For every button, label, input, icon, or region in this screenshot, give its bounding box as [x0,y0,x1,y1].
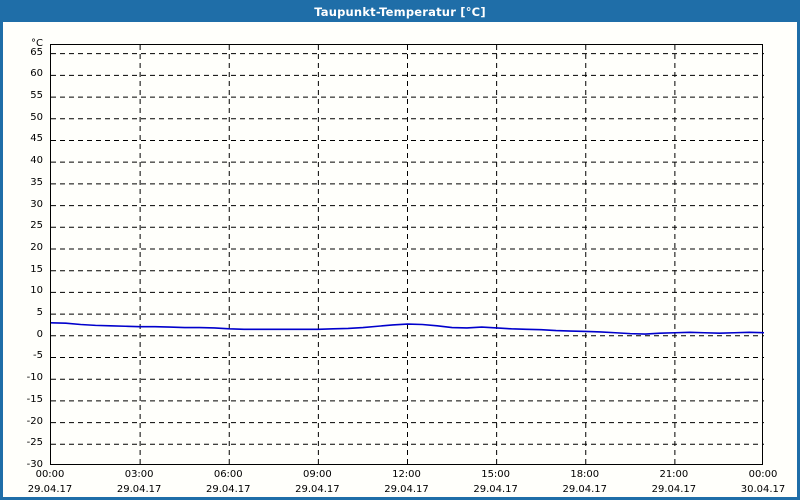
y-axis-unit-label: °C [31,38,43,49]
x-tick-date: 29.04.17 [651,484,697,495]
y-tick-label: 25 [30,220,43,232]
y-tick-label: 55 [30,90,43,102]
x-tick-time: 18:00 [570,469,600,480]
x-tick-time: 00:00 [35,469,65,480]
x-tick-time: 12:00 [392,469,421,480]
y-tick-label: 60 [30,68,43,80]
x-tick-time: 21:00 [659,469,689,480]
y-tick-label: 45 [30,133,43,145]
y-tick-label: 50 [30,111,43,123]
x-tick-date: 29.04.17 [116,484,162,495]
x-tick-date: 29.04.17 [384,484,429,495]
plot-region [50,44,764,466]
y-tick-label: -15 [26,393,43,405]
x-tick-date: 29.04.17 [27,484,73,495]
x-tick-time: 00:00 [748,469,778,480]
x-tick-date: 29.04.17 [205,484,251,495]
y-tick-label: -25 [26,437,43,449]
y-tick-label: 0 [36,328,43,340]
x-tick-time: 03:00 [124,469,154,480]
y-tick-label: 35 [30,176,43,188]
y-tick-label: 40 [30,155,43,167]
page-title: Taupunkt-Temperatur [°C] [314,5,486,19]
y-tick-label: -5 [33,350,43,362]
y-tick-label: 10 [30,285,43,297]
window-title-bar: Taupunkt-Temperatur [°C] [3,3,797,22]
data-series-line [51,321,764,335]
y-tick-label: -30 [26,459,43,470]
x-tick-time: 15:00 [481,469,511,480]
y-tick-label: -10 [26,372,43,384]
y-tick-label: 30 [30,198,43,210]
horizontal-gridlines [51,53,764,445]
y-tick-label: 5 [36,307,43,319]
x-tick-time: 09:00 [302,469,332,480]
y-tick-label: 15 [30,263,43,275]
x-tick-date: 29.04.17 [473,484,518,495]
chart-area: °C 65 60 55 50 45 40 35 30 25 20 15 10 5 0 -5 -10 -15 -20… [3,22,797,497]
plot-svg [51,45,764,466]
y-tick-label: 65 [30,46,43,58]
x-tick-time: 06:00 [213,469,243,480]
vertical-gridlines [139,45,676,466]
y-tick-label: -20 [26,415,43,427]
x-tick-date: 29.04.17 [295,484,340,495]
y-tick-label: 20 [30,241,43,253]
x-tick-date: 30.04.17 [740,484,786,495]
x-tick-date: 29.04.17 [562,484,608,495]
